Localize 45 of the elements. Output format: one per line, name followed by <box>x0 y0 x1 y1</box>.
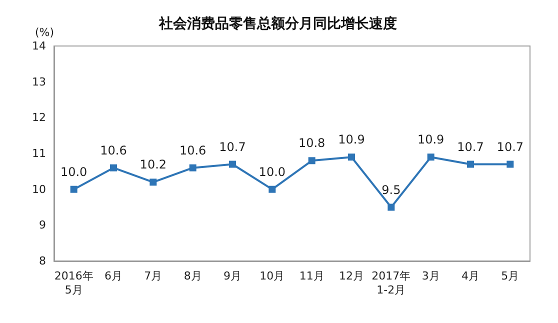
point <box>506 160 514 168</box>
chart-title: 社会消费品零售总额分月同比增长速度 <box>158 15 397 32</box>
point <box>70 186 78 193</box>
data-label: 9.5 <box>382 182 401 197</box>
x-tick-label: 5月 <box>501 270 520 282</box>
x-tick-label: 2016年 5月 <box>54 270 94 296</box>
data-label: 10.8 <box>298 136 326 150</box>
data-label: 10.7 <box>496 140 524 154</box>
y-tick-label: 10 <box>32 182 46 196</box>
data-label: 10.6 <box>179 143 206 158</box>
point <box>467 160 474 168</box>
x-tick-label: 3月 <box>422 270 440 282</box>
x-tick-label: 10月 <box>260 270 285 282</box>
x-tick-label: 12月 <box>339 270 364 282</box>
y-tick-label: 11 <box>32 147 46 160</box>
point <box>388 204 395 211</box>
data-label: 10.0 <box>60 164 88 179</box>
data-label: 10.7 <box>219 140 246 154</box>
point <box>348 154 355 161</box>
point <box>268 186 276 193</box>
point <box>189 164 196 172</box>
x-tick-label: 7月 <box>144 270 162 282</box>
x-tick-label: 4月 <box>462 270 480 282</box>
y-tick-label: 14 <box>32 40 46 52</box>
point <box>110 164 117 172</box>
x-tick-label: 9月 <box>224 270 242 282</box>
point <box>150 178 157 186</box>
data-label: 10.0 <box>258 164 286 179</box>
y-tick-label: 13 <box>32 75 46 88</box>
data-label: 10.2 <box>140 158 167 172</box>
point <box>308 157 316 164</box>
x-tick-label: 11月 <box>299 270 324 282</box>
data-label: 10.7 <box>457 140 484 154</box>
y-tick-label: 9 <box>39 218 46 232</box>
y-tick-label: 8 <box>39 254 46 268</box>
x-tick-label: 8月 <box>184 270 202 282</box>
x-tick-label: 2017年 1-2月 <box>372 270 411 296</box>
y-tick-label: 12 <box>32 111 46 124</box>
point <box>229 160 236 168</box>
data-label: 10.9 <box>338 132 365 147</box>
data-label: 10.6 <box>100 143 127 158</box>
data-label: 10.9 <box>417 132 444 147</box>
x-tick-label: 6月 <box>104 270 122 282</box>
point <box>427 154 434 161</box>
y-axis-title: (%) <box>34 26 54 39</box>
